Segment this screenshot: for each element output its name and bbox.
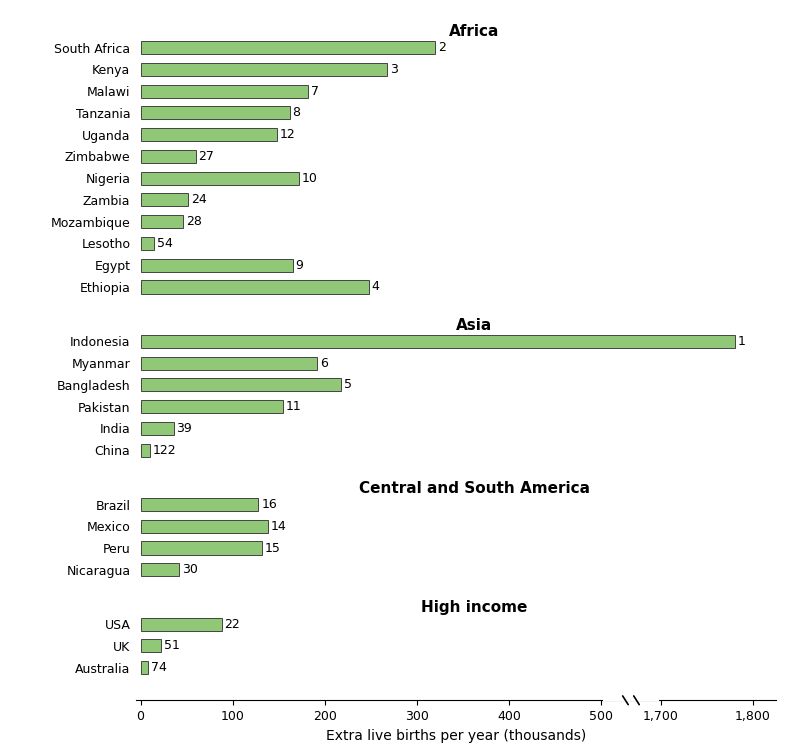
Bar [141, 498, 258, 511]
Text: 2: 2 [438, 41, 446, 54]
Text: 7: 7 [311, 84, 319, 98]
Bar [141, 215, 183, 228]
Text: 9: 9 [295, 259, 303, 272]
Bar [141, 335, 734, 348]
Text: 24: 24 [191, 194, 207, 206]
Bar [141, 63, 387, 76]
Bar [141, 357, 318, 370]
Text: 6: 6 [320, 357, 328, 370]
Text: 1: 1 [738, 335, 745, 348]
Bar [141, 639, 161, 652]
Text: High income: High income [422, 600, 528, 615]
Bar [141, 400, 283, 413]
Text: 74: 74 [150, 661, 166, 674]
Bar [141, 378, 342, 392]
Text: 5: 5 [344, 378, 352, 392]
Text: Africa: Africa [450, 24, 500, 39]
Text: 30: 30 [182, 563, 198, 576]
Text: 27: 27 [198, 150, 214, 163]
Text: Central and South America: Central and South America [359, 480, 590, 495]
Text: 12: 12 [280, 128, 295, 142]
Bar [141, 563, 179, 576]
Text: 54: 54 [157, 237, 173, 250]
Text: Asia: Asia [456, 318, 493, 333]
Text: 11: 11 [286, 400, 302, 413]
X-axis label: Extra live births per year (thousands): Extra live births per year (thousands) [326, 729, 586, 742]
Bar [141, 172, 299, 184]
Text: 51: 51 [164, 639, 179, 652]
Text: 8: 8 [293, 106, 301, 120]
Bar [141, 106, 290, 120]
Bar [141, 661, 148, 674]
Text: 22: 22 [225, 617, 240, 631]
Text: 28: 28 [186, 215, 202, 228]
Text: 122: 122 [153, 444, 176, 456]
Bar [141, 280, 369, 294]
Bar [141, 194, 189, 206]
Text: 16: 16 [262, 498, 277, 511]
Bar [141, 128, 277, 142]
Bar [603, 700, 659, 701]
Text: 14: 14 [270, 520, 286, 533]
Bar [141, 617, 222, 631]
Bar [141, 422, 174, 435]
Bar [141, 259, 293, 272]
Bar [141, 444, 150, 456]
Text: 4: 4 [372, 280, 380, 294]
Bar [141, 541, 262, 554]
Bar [141, 84, 308, 98]
Bar [141, 150, 196, 163]
Text: 10: 10 [302, 172, 318, 184]
Text: 15: 15 [265, 541, 281, 554]
Bar [141, 520, 268, 533]
Text: 3: 3 [390, 63, 398, 76]
Bar [141, 41, 435, 54]
Text: 39: 39 [177, 422, 192, 435]
Bar [141, 237, 154, 250]
